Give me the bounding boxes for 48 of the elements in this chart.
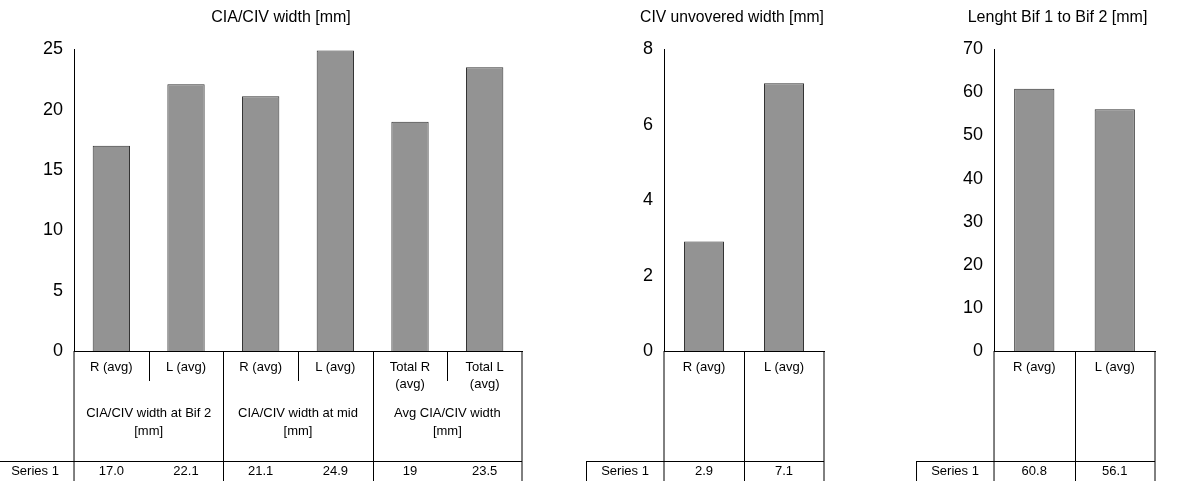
text: CIA/CIV width at mid [mm]: [238, 404, 358, 438]
text: Series 1: [11, 462, 59, 478]
chart-title: CIA/CIV width [mm]: [211, 8, 351, 26]
y-tick-label: 5: [53, 279, 64, 300]
y-tick-label: 10: [962, 296, 984, 317]
data-label: 2.9: [694, 462, 714, 478]
x-tick-label: R (avg): [682, 358, 726, 374]
chart-title: Lenght Bif 1 to Bif 2 [mm]: [967, 8, 1148, 26]
data-label: 56.1: [1102, 462, 1128, 478]
y-tick-label: 25: [42, 38, 64, 59]
data-label: 22.1: [173, 462, 199, 478]
y-tick-label: 60: [962, 81, 984, 102]
data-label: 24.9: [322, 462, 348, 478]
y-tick-label: 10: [42, 219, 64, 240]
y-tick-label: 40: [962, 167, 984, 188]
x-tick-label: R (avg): [90, 358, 133, 374]
x-tick-label: L (avg): [166, 358, 207, 374]
y-tick-label: 2: [643, 264, 654, 285]
y-tick-label: 8: [643, 38, 654, 59]
data-label: 60.8: [1021, 462, 1047, 478]
x-tick-label: R (avg): [239, 358, 282, 374]
text: Avg CIA/CIV width [mm]: [393, 404, 501, 438]
x-tick-label: Total L (avg): [465, 358, 504, 391]
y-tick-label: 70: [962, 38, 984, 59]
x-tick-label: L (avg): [1094, 358, 1135, 374]
y-tick-label: 0: [53, 339, 64, 360]
data-label: 7.1: [774, 462, 794, 478]
x-tick-label: Total R (avg): [389, 358, 431, 391]
x-tick-label: L (avg): [764, 358, 804, 374]
y-tick-label: 15: [42, 158, 64, 179]
data-label: 17.0: [98, 462, 125, 478]
y-tick-label: 0: [973, 339, 984, 360]
data-label: 23.5: [472, 462, 498, 478]
y-tick-label: 0: [643, 339, 654, 360]
data-label: 21.1: [248, 462, 274, 478]
y-tick-label: 50: [962, 124, 984, 145]
x-tick-label: R (avg): [1012, 358, 1056, 374]
y-tick-label: 20: [962, 253, 984, 274]
y-tick-label: 20: [42, 98, 64, 119]
data-label: 19: [402, 462, 418, 478]
text: CIA/CIV width at Bif 2 [mm]: [86, 404, 212, 438]
chart-title: CIV unvovered width [mm]: [640, 7, 824, 26]
y-tick-label: 6: [643, 113, 654, 134]
text: Series 1: [931, 462, 979, 478]
y-tick-label: 4: [643, 189, 654, 210]
text: Series 1: [601, 462, 649, 478]
y-tick-label: 30: [962, 210, 984, 231]
x-tick-label: L (avg): [315, 358, 356, 374]
